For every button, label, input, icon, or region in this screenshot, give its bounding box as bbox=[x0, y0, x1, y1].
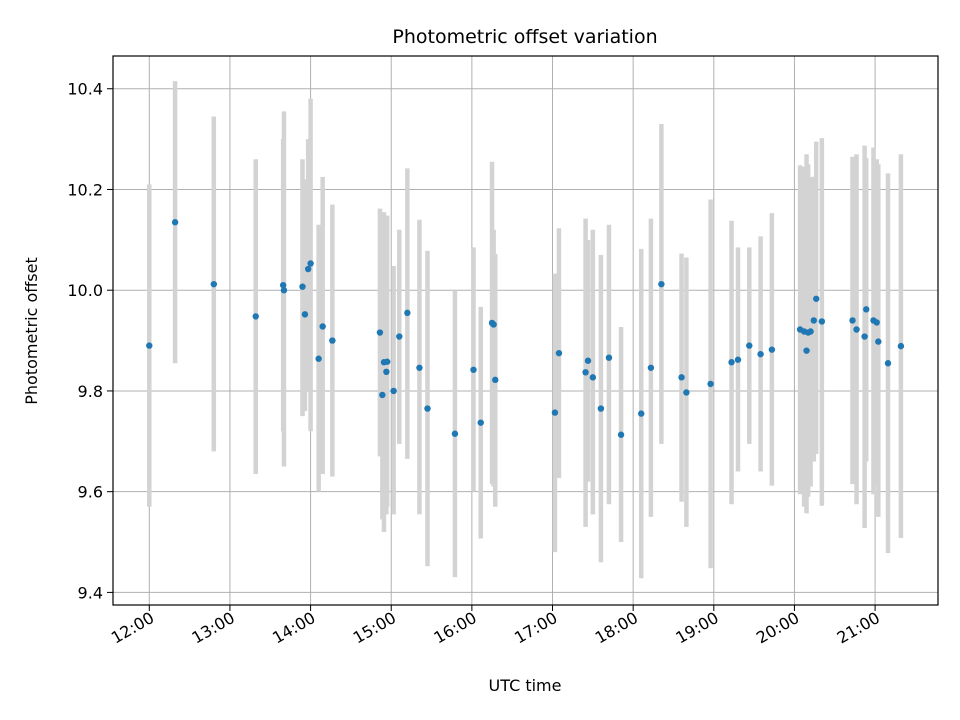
y-tick-label: 9.6 bbox=[78, 483, 103, 502]
data-point bbox=[551, 409, 559, 416]
data-point bbox=[813, 295, 820, 302]
x-axis-label: UTC time bbox=[489, 676, 562, 695]
data-point bbox=[658, 280, 665, 288]
data-point bbox=[492, 376, 499, 384]
data-point bbox=[873, 319, 880, 326]
data-point bbox=[252, 313, 259, 320]
data-point bbox=[589, 374, 597, 381]
data-point bbox=[315, 355, 322, 362]
data-point bbox=[818, 318, 826, 325]
data-point bbox=[617, 431, 625, 438]
data-point bbox=[746, 342, 753, 349]
data-point bbox=[897, 342, 905, 350]
data-point bbox=[683, 389, 690, 396]
data-point bbox=[757, 350, 764, 358]
data-point bbox=[884, 360, 892, 367]
data-point bbox=[146, 342, 153, 349]
data-point bbox=[605, 354, 613, 361]
data-point bbox=[849, 317, 856, 324]
y-tick-label: 10.4 bbox=[67, 80, 103, 99]
data-point bbox=[853, 326, 860, 333]
chart-title: Photometric offset variation bbox=[392, 26, 657, 48]
data-point bbox=[734, 356, 742, 363]
data-point bbox=[379, 391, 386, 399]
data-point bbox=[875, 338, 882, 345]
y-tick-label: 10.2 bbox=[67, 180, 103, 199]
data-point bbox=[490, 321, 497, 328]
y-axis-ticks: 9.4 9.6 9.8 10.0 10.2 10.4 bbox=[67, 80, 113, 602]
data-point bbox=[707, 380, 714, 388]
data-point bbox=[280, 287, 288, 294]
data-point bbox=[171, 219, 179, 226]
data-point bbox=[279, 281, 287, 289]
y-tick-label: 10.0 bbox=[67, 281, 103, 300]
data-points bbox=[146, 219, 905, 438]
data-point bbox=[404, 309, 411, 317]
data-point bbox=[424, 405, 431, 412]
data-point bbox=[861, 333, 868, 340]
data-point bbox=[647, 364, 655, 371]
y-tick-label: 9.8 bbox=[78, 382, 103, 401]
data-point bbox=[376, 329, 384, 336]
y-tick-label: 9.4 bbox=[78, 583, 103, 602]
data-point bbox=[470, 366, 477, 373]
data-point bbox=[584, 357, 592, 364]
data-point bbox=[299, 283, 306, 290]
data-point bbox=[728, 359, 735, 366]
data-point bbox=[416, 364, 423, 371]
data-point bbox=[329, 337, 336, 344]
data-point bbox=[307, 260, 314, 267]
data-point bbox=[863, 306, 870, 313]
data-point bbox=[210, 280, 218, 288]
y-axis-label: Photometric offset bbox=[22, 257, 41, 405]
data-point bbox=[396, 333, 403, 340]
data-point bbox=[555, 349, 563, 357]
data-point bbox=[301, 311, 309, 318]
data-point bbox=[383, 368, 390, 376]
data-point bbox=[678, 374, 685, 381]
data-point bbox=[810, 317, 818, 324]
data-point bbox=[451, 430, 459, 437]
data-point bbox=[803, 347, 810, 354]
data-point bbox=[319, 323, 326, 330]
data-point bbox=[597, 405, 605, 412]
data-point bbox=[638, 410, 645, 417]
plot-frame bbox=[112, 55, 939, 606]
data-point bbox=[383, 358, 391, 365]
data-point bbox=[807, 328, 814, 335]
data-point bbox=[304, 265, 312, 273]
data-point bbox=[582, 369, 589, 376]
data-point bbox=[390, 387, 397, 395]
data-point bbox=[768, 346, 776, 353]
data-point bbox=[477, 419, 484, 426]
